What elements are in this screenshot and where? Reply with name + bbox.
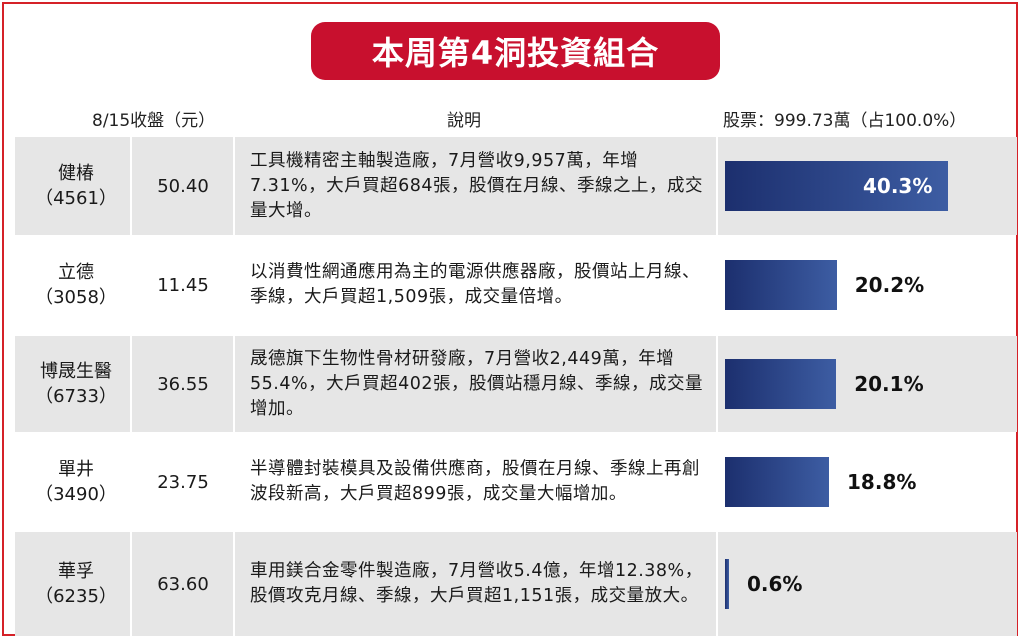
- table-row: [15, 336, 1017, 432]
- stock-name-cell: 博晟生醫 （6733）: [22, 336, 130, 432]
- allocation-bar: [725, 457, 830, 507]
- stock-name: 健椿: [58, 163, 94, 184]
- stock-name: 立德: [58, 262, 94, 283]
- stock-name: 單井: [58, 459, 94, 480]
- allocation-bar: [725, 161, 948, 211]
- column-divider: [130, 532, 132, 636]
- allocation-label: 0.6%: [747, 572, 803, 596]
- header-stock-allocation: 股票：999.73萬（占100.0%）: [723, 111, 967, 131]
- column-divider: [716, 137, 718, 235]
- stock-name: 華孚: [58, 561, 94, 582]
- stock-name-cell: 華孚 （6235）: [22, 532, 130, 636]
- stock-code: （4561）: [35, 188, 117, 209]
- header-description: 說明: [447, 111, 481, 131]
- close-price: 23.75: [157, 471, 209, 493]
- column-divider: [233, 137, 235, 235]
- column-divider: [716, 235, 718, 335]
- allocation-bar: [725, 559, 729, 609]
- page-title: 本周第4洞投資組合: [311, 22, 720, 80]
- allocation-label: 20.1%: [854, 372, 924, 396]
- stock-name: 博晟生醫: [40, 361, 112, 382]
- stock-code: （6733）: [35, 386, 117, 407]
- stock-description: 半導體封裝模具及設備供應商，股價在月線、季線上再創波段新高，大戶買超899張，成…: [250, 459, 700, 504]
- stock-code: （3490）: [35, 484, 117, 505]
- close-price: 11.45: [157, 274, 209, 296]
- allocation-label: 40.3%: [863, 174, 933, 198]
- stock-name-cell: 立德 （3058）: [22, 235, 130, 335]
- table-row: [15, 532, 1017, 636]
- allocation-label: 18.8%: [847, 470, 917, 494]
- stock-description: 以消費性網通應用為主的電源供應器廠，股價站上月線、季線，大戶買超1,509張，成…: [250, 262, 700, 307]
- stock-name-cell: 健椿 （4561）: [22, 137, 130, 235]
- stock-name-cell: 單井 （3490）: [22, 433, 130, 531]
- close-price: 50.40: [157, 175, 209, 197]
- close-price: 36.55: [157, 373, 209, 395]
- allocation-bar: [725, 260, 837, 310]
- column-divider: [130, 433, 132, 531]
- column-divider: [716, 433, 718, 531]
- column-divider: [130, 235, 132, 335]
- column-divider: [233, 433, 235, 531]
- header-close-price: 8/15收盤（元）: [92, 111, 216, 131]
- column-divider: [130, 137, 132, 235]
- allocation-label: 20.2%: [854, 273, 925, 297]
- column-divider: [233, 532, 235, 636]
- stock-code: （3058）: [35, 287, 117, 308]
- column-divider: [233, 235, 235, 335]
- column-divider: [716, 336, 718, 432]
- stock-description: 車用鎂合金零件製造廠，7月營收5.4億，年增12.38%，股價攻克月線、季線，大…: [250, 561, 703, 606]
- column-divider: [716, 532, 718, 636]
- allocation-bar: [725, 359, 837, 409]
- close-price: 63.60: [157, 573, 209, 595]
- stock-description: 晟德旗下生物性骨材研發廠，7月營收2,449萬，年增55.4%，大戶買超402張…: [250, 348, 703, 419]
- column-divider: [233, 336, 235, 432]
- stock-description: 工具機精密主軸製造廠，7月營收9,957萬，年增7.31%，大戶買超684張，股…: [250, 150, 703, 221]
- stock-code: （6235）: [35, 586, 117, 607]
- column-divider: [130, 336, 132, 432]
